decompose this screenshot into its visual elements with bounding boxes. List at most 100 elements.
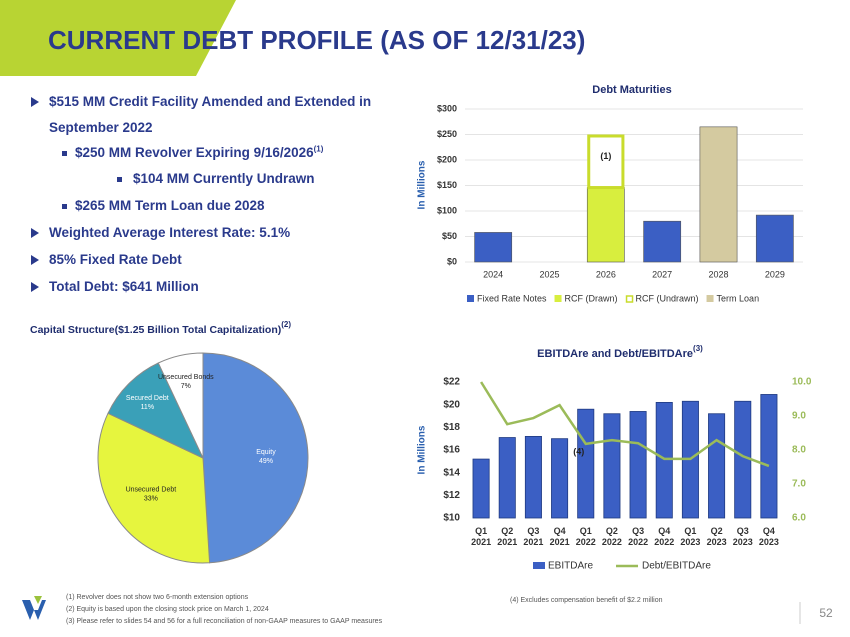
bar-segment bbox=[643, 220, 682, 263]
annotation: (4) bbox=[573, 446, 584, 456]
x-tick-label: Q4 2022 bbox=[654, 526, 675, 547]
legend-label: EBITDAre bbox=[548, 561, 593, 572]
chart-title: EBITDAre and Debt/EBITDAre(3) bbox=[537, 344, 703, 360]
bar-segment bbox=[587, 134, 625, 190]
bar bbox=[498, 437, 516, 519]
bullet-label: $515 MM Credit Facility Amended and Exte… bbox=[49, 94, 372, 135]
bar bbox=[734, 400, 752, 519]
bullet-text: 85% Fixed Rate Debt bbox=[49, 247, 398, 273]
x-tick-label: 2024 bbox=[483, 269, 503, 279]
bar bbox=[551, 438, 569, 519]
y-tick-label: $100 bbox=[437, 205, 457, 215]
bar bbox=[577, 408, 595, 519]
y-tick-label: $250 bbox=[437, 129, 457, 139]
bar bbox=[472, 458, 490, 519]
slide-title: CURRENT DEBT PROFILE (AS OF 12/31/23) bbox=[48, 25, 585, 55]
x-tick-label: 2028 bbox=[708, 269, 728, 279]
bullet-square bbox=[117, 177, 122, 182]
x-tick-label: 2027 bbox=[652, 269, 672, 279]
legend-swatch bbox=[706, 295, 714, 302]
bullet-arrow bbox=[31, 97, 39, 107]
footnote: (3) Please refer to slides 54 and 56 for… bbox=[66, 618, 383, 625]
bar-segment bbox=[699, 126, 738, 263]
pie-slice bbox=[97, 412, 211, 564]
legend-swatch bbox=[533, 562, 545, 569]
bar-segment bbox=[474, 232, 513, 263]
x-tick-label: 2025 bbox=[539, 269, 559, 279]
bullet-arrow bbox=[31, 228, 39, 238]
bullet-text: $265 MM Term Loan due 2028 bbox=[75, 193, 398, 219]
accent-shape bbox=[0, 0, 236, 76]
logo bbox=[22, 596, 46, 620]
footnote: (1) Revolver does not show two 6-month e… bbox=[66, 594, 249, 601]
annotation: (1) bbox=[600, 151, 611, 161]
bar-segment bbox=[586, 187, 625, 263]
bullet-arrow bbox=[31, 282, 39, 292]
bullet-arrow bbox=[31, 255, 39, 265]
y2-tick-label: 6.0 bbox=[792, 513, 806, 524]
slice-value: 7% bbox=[181, 383, 191, 390]
x-tick-label: Q3 2021 bbox=[523, 526, 544, 547]
bullet-square bbox=[62, 151, 67, 156]
bullet-text: Weighted Average Interest Rate: 5.1% bbox=[49, 220, 398, 246]
x-tick-label: Q2 2022 bbox=[601, 526, 622, 547]
bullet-text: $250 MM Revolver Expiring 9/16/2026(1) bbox=[75, 140, 398, 166]
x-tick-label: Q1 2022 bbox=[575, 526, 596, 547]
bullet-label: Weighted Average Interest Rate: 5.1% bbox=[49, 225, 291, 240]
chart-title-note: (3) bbox=[693, 344, 703, 353]
y2-tick-label: 8.0 bbox=[792, 445, 806, 456]
pie-slice bbox=[202, 352, 309, 564]
y-tick-label: $22 bbox=[443, 377, 460, 388]
y-tick-label: $14 bbox=[443, 467, 460, 478]
footnote: (4) Excludes compensation benefit of $2.… bbox=[510, 597, 663, 604]
slice-label: Secured Debt bbox=[126, 395, 169, 402]
x-tick-label: 2026 bbox=[596, 269, 616, 279]
bullet-square bbox=[62, 204, 67, 209]
y-tick-label: $10 bbox=[443, 513, 460, 524]
slice-label: Equity bbox=[256, 449, 276, 456]
bullet-text: $515 MM Credit Facility Amended and Exte… bbox=[49, 89, 398, 141]
bullet-label: $250 MM Revolver Expiring 9/16/2026 bbox=[75, 145, 314, 160]
page-number: 52 bbox=[819, 606, 833, 620]
x-tick-label: Q1 2021 bbox=[471, 526, 492, 547]
bar bbox=[603, 413, 621, 519]
bar bbox=[760, 394, 778, 519]
y-tick-label: $50 bbox=[442, 231, 457, 241]
y-tick-label: $200 bbox=[437, 154, 457, 164]
x-tick-label: 2029 bbox=[765, 269, 785, 279]
legend-swatch bbox=[467, 295, 474, 302]
y-tick-label: $20 bbox=[443, 399, 460, 410]
slice-label: Unsecured Debt bbox=[126, 486, 177, 493]
x-tick-label: Q2 2023 bbox=[706, 526, 727, 547]
bar bbox=[708, 413, 726, 519]
footnote: (2) Equity is based upon the closing sto… bbox=[66, 606, 269, 613]
legend-label: RCF (Drawn) bbox=[565, 293, 618, 303]
y-tick-label: $0 bbox=[447, 256, 457, 266]
slice-value: 49% bbox=[259, 458, 273, 465]
x-tick-label: Q2 2021 bbox=[497, 526, 518, 547]
y2-tick-label: 10.0 bbox=[792, 377, 812, 388]
y-tick-label: $300 bbox=[437, 103, 457, 113]
legend-label: RCF (Undrawn) bbox=[636, 293, 699, 303]
chart-title-note: (2) bbox=[281, 320, 291, 329]
bar bbox=[629, 411, 647, 519]
y-tick-label: $16 bbox=[443, 445, 460, 456]
y-tick-label: $12 bbox=[443, 490, 460, 501]
y-tick-label: $150 bbox=[437, 180, 457, 190]
bar-segment bbox=[755, 214, 794, 263]
bullet-text: $104 MM Currently Undrawn bbox=[133, 166, 398, 192]
y-tick-label: $18 bbox=[443, 422, 460, 433]
bullet-text: Total Debt: $641 Million bbox=[49, 274, 398, 300]
bullet-label: 85% Fixed Rate Debt bbox=[49, 252, 182, 267]
y-axis-label: In Millions bbox=[417, 425, 428, 474]
pie-slice bbox=[107, 362, 205, 460]
y2-tick-label: 7.0 bbox=[792, 479, 806, 490]
bullet-label: $104 MM Currently Undrawn bbox=[133, 171, 315, 186]
chart-title: Capital Structure($1.25 Billion Total Ca… bbox=[30, 320, 291, 336]
bar bbox=[655, 401, 673, 519]
x-tick-label: Q3 2022 bbox=[628, 526, 649, 547]
x-tick-label: Q4 2023 bbox=[758, 526, 779, 547]
chart-title-text: Debt Maturities bbox=[592, 84, 671, 96]
slice-value: 33% bbox=[144, 495, 158, 502]
